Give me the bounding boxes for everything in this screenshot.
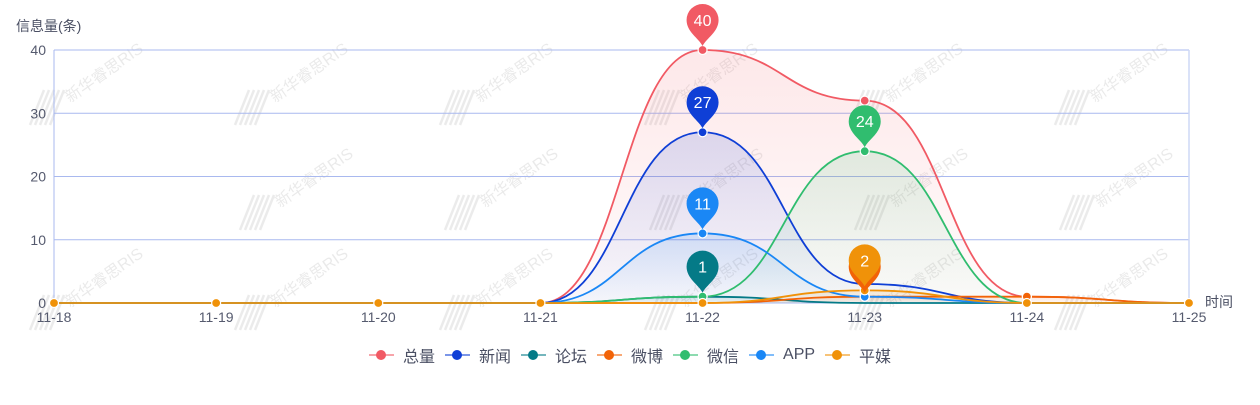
x-tick-label: 11-18 <box>37 309 72 325</box>
legend-label: 新闻 <box>478 349 511 366</box>
watermark-logo: 新华睿思RIS <box>1058 145 1177 231</box>
legend-marker-icon <box>368 348 394 362</box>
data-point[interactable] <box>697 297 708 309</box>
max-value-pin: 2 <box>848 244 881 287</box>
y-tick-label: 10 <box>30 232 46 248</box>
data-point[interactable] <box>48 297 60 309</box>
legend-item[interactable]: 平媒 <box>825 343 891 367</box>
watermark-text: 新华睿思RIS <box>477 145 562 212</box>
y-tick-label: 30 <box>30 105 46 121</box>
max-value-label: 24 <box>856 114 874 131</box>
watermark-text: 新华睿思RIS <box>62 245 147 312</box>
legend-label: 平媒 <box>859 349 892 366</box>
legend-item[interactable]: 论坛 <box>520 343 587 367</box>
x-axis-title: 时间 <box>1205 294 1233 310</box>
legend-item[interactable]: 微信 <box>673 343 739 367</box>
data-point[interactable] <box>211 297 222 309</box>
legend-marker-icon <box>596 348 622 362</box>
legend-marker-icon <box>444 348 470 362</box>
max-markers: 40271124112 <box>686 4 881 293</box>
legend-label: APP <box>783 346 816 363</box>
watermark-logo: 新华睿思RIS <box>443 145 562 231</box>
y-axis-title: 信息量(条) <box>16 18 81 34</box>
chart-legend: 总量 新闻 论坛 微博 微信 APP 平媒 <box>0 340 1260 370</box>
data-point[interactable] <box>697 127 708 138</box>
legend-marker-icon <box>673 348 698 362</box>
data-point[interactable] <box>859 146 870 157</box>
legend-label: 微信 <box>707 349 740 366</box>
grid-lines: 0 10 20 30 40 11-18 11-19 11-20 11-21 11-22 11-23 1… <box>30 42 1206 325</box>
x-tick-label: 11-25 <box>1172 309 1207 325</box>
max-value-label: 27 <box>694 95 712 112</box>
legend-item[interactable]: APP <box>749 346 815 364</box>
x-tick-label: 11-24 <box>1009 309 1044 325</box>
watermark-logo: 新华睿思RIS <box>233 40 352 126</box>
watermark-text: 新华睿思RIS <box>272 145 357 212</box>
data-point[interactable] <box>535 297 546 309</box>
x-tick-label: 11-21 <box>523 309 558 325</box>
max-value-label: 2 <box>860 253 869 270</box>
watermark-logo: 新华睿思RIS <box>233 245 352 331</box>
legend-item[interactable]: 新闻 <box>444 343 511 367</box>
watermark-text: 新华睿思RIS <box>267 245 352 312</box>
series-area <box>54 233 1189 303</box>
watermark-logo: 新华睿思RIS <box>1053 40 1172 126</box>
max-value-label: 1 <box>698 260 707 277</box>
legend-item[interactable]: 总量 <box>368 343 435 367</box>
max-value-pin: 27 <box>686 86 719 129</box>
axes: 信息量(条) 时间 <box>16 18 1233 310</box>
x-tick-label: 11-20 <box>361 309 396 325</box>
watermark-logo: 新华睿思RIS <box>1053 245 1172 331</box>
y-tick-label: 0 <box>38 295 46 311</box>
y-tick-label: 20 <box>30 169 46 185</box>
legend-marker-icon <box>749 348 775 362</box>
legend-label: 微博 <box>630 349 663 366</box>
watermark-text: 新华睿思RIS <box>1092 145 1177 212</box>
data-point[interactable] <box>1021 297 1032 309</box>
x-tick-label: 11-23 <box>847 309 882 325</box>
legend-label: 论坛 <box>554 349 587 366</box>
data-point[interactable] <box>859 95 870 106</box>
max-value-label: 11 <box>694 196 711 213</box>
max-value-pin: 40 <box>686 4 719 46</box>
data-point[interactable] <box>697 228 708 239</box>
legend-marker-icon <box>520 348 546 362</box>
data-point[interactable] <box>373 297 384 309</box>
watermark-logo: 新华睿思RIS <box>28 40 147 126</box>
max-value-pin: 1 <box>686 250 719 293</box>
max-value-pin: 24 <box>848 105 881 148</box>
series-area <box>54 290 1189 303</box>
data-point[interactable] <box>1183 297 1195 309</box>
legend-marker-icon <box>825 348 851 362</box>
y-tick-label: 40 <box>30 42 46 58</box>
legend-label: 总量 <box>402 349 435 366</box>
x-tick-label: 11-19 <box>199 309 234 325</box>
series-lines <box>54 49 1190 304</box>
legend-item[interactable]: 微博 <box>596 343 663 367</box>
x-tick-label: 11-22 <box>685 309 720 325</box>
series-line[interactable] <box>54 289 1189 304</box>
data-point[interactable] <box>697 44 708 56</box>
watermark-logo: 新华睿思RIS <box>438 40 557 126</box>
series-area <box>54 151 1189 303</box>
watermark-logo: 新华睿思RIS <box>238 145 357 231</box>
max-value-pin: 11 <box>686 187 719 230</box>
max-value-label: 40 <box>694 13 712 30</box>
